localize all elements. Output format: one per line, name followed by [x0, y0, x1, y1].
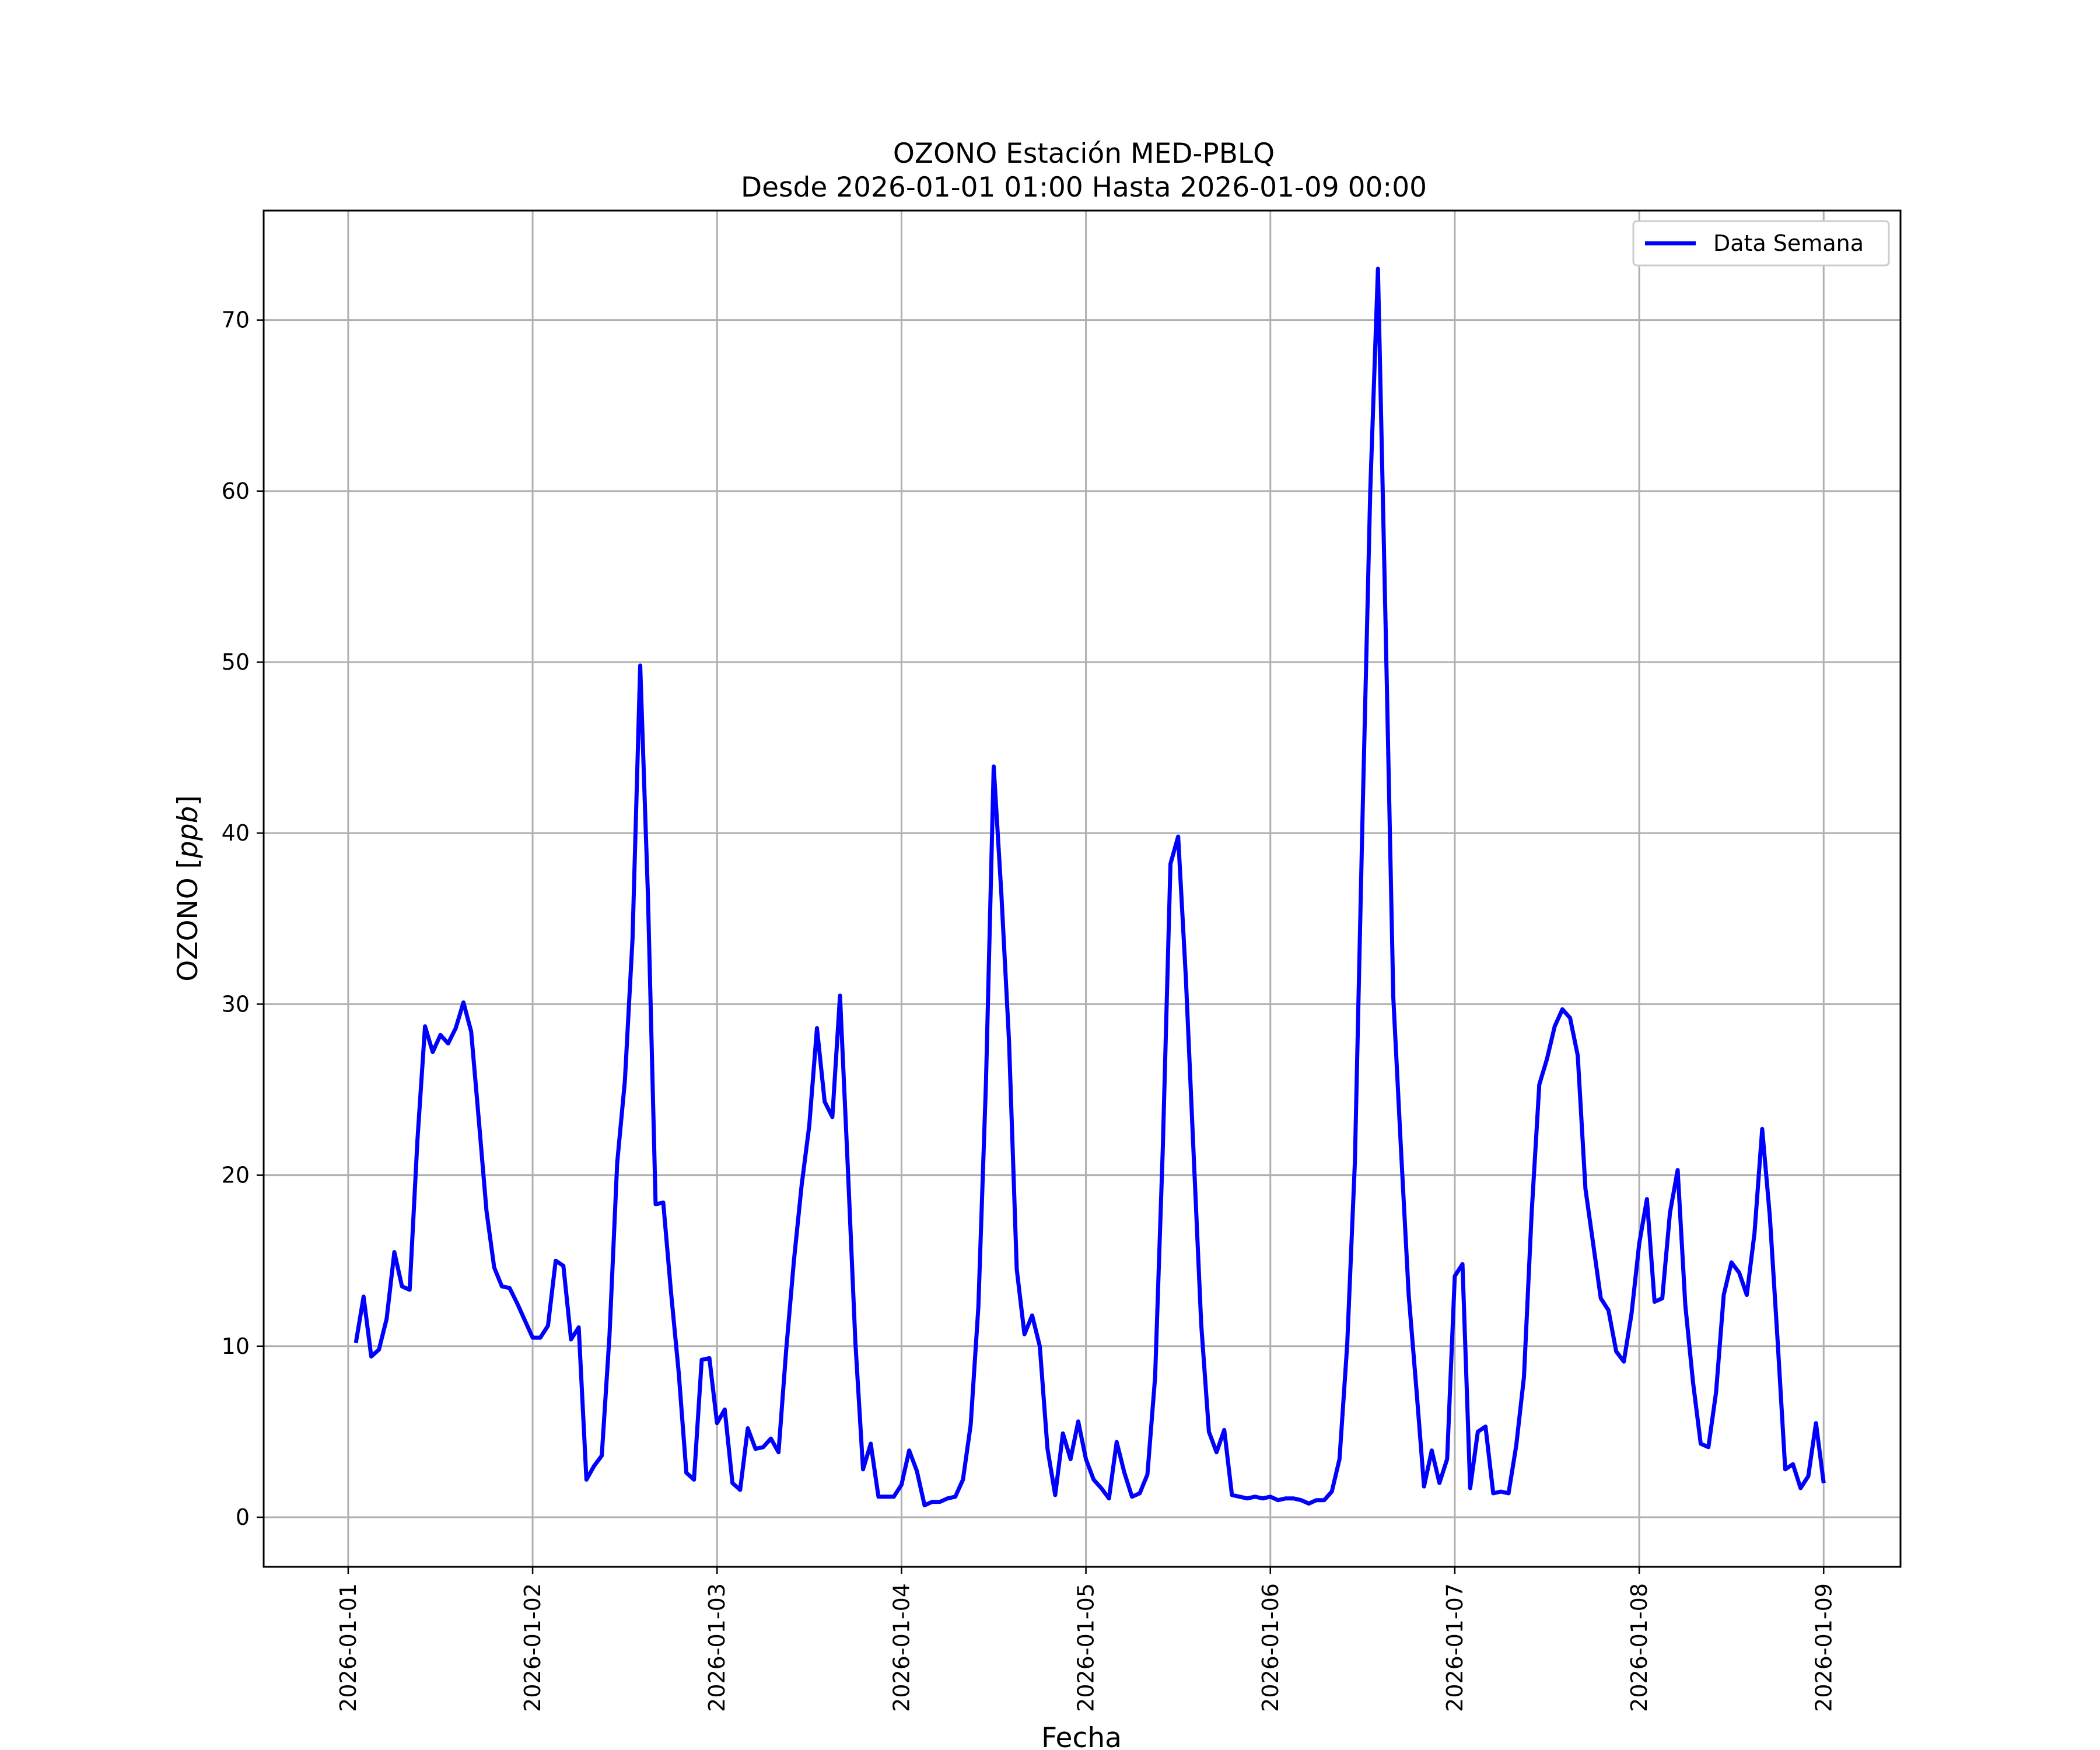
x-tick-label: 2026-01-09	[1811, 1583, 1836, 1712]
legend-label-data-semana: Data Semana	[1713, 230, 1864, 256]
y-tick-label: 50	[222, 649, 250, 675]
x-axis-label: Fecha	[1041, 1722, 1122, 1750]
x-axis-ticks: 2026-01-01 2026-01-02 2026-01-03 2026-01-04…	[335, 1567, 1836, 1712]
series-line-data-semana	[354, 267, 1826, 1507]
y-tick-label: 10	[222, 1334, 250, 1359]
y-tick-label: 40	[222, 820, 250, 846]
y-tick-label: 70	[222, 307, 250, 333]
x-tick-label: 2026-01-02	[520, 1583, 545, 1712]
y-tick-label: 0	[236, 1504, 250, 1530]
chart-subtitle: Desde 2026-01-01 01:00 Hasta 2026-01-09 …	[741, 172, 1427, 204]
y-tick-label: 20	[222, 1163, 250, 1188]
x-tick-label: 2026-01-01	[335, 1583, 361, 1712]
y-tick-label: 60	[222, 478, 250, 504]
plot-frame	[262, 209, 1902, 1568]
x-tick-label: 2026-01-03	[704, 1583, 730, 1712]
y-axis-label: OZONO [ppb]	[172, 795, 204, 981]
y-axis-ticks: 0 10 20 30 40 50 60 70	[222, 307, 264, 1530]
x-tick-label: 2026-01-04	[888, 1583, 914, 1712]
series-layer	[354, 267, 1826, 1507]
legend-box	[1632, 220, 1890, 267]
x-tick-label: 2026-01-07	[1442, 1583, 1468, 1712]
gridlines	[264, 211, 1901, 1567]
x-tick-label: 2026-01-08	[1626, 1583, 1652, 1712]
chart-title: OZONO Estación MED-PBLQ	[893, 138, 1275, 170]
legend: Data Semana	[1632, 220, 1890, 267]
x-tick-label: 2026-01-05	[1073, 1583, 1099, 1712]
x-tick-label: 2026-01-06	[1258, 1583, 1283, 1712]
y-tick-label: 30	[222, 991, 250, 1017]
